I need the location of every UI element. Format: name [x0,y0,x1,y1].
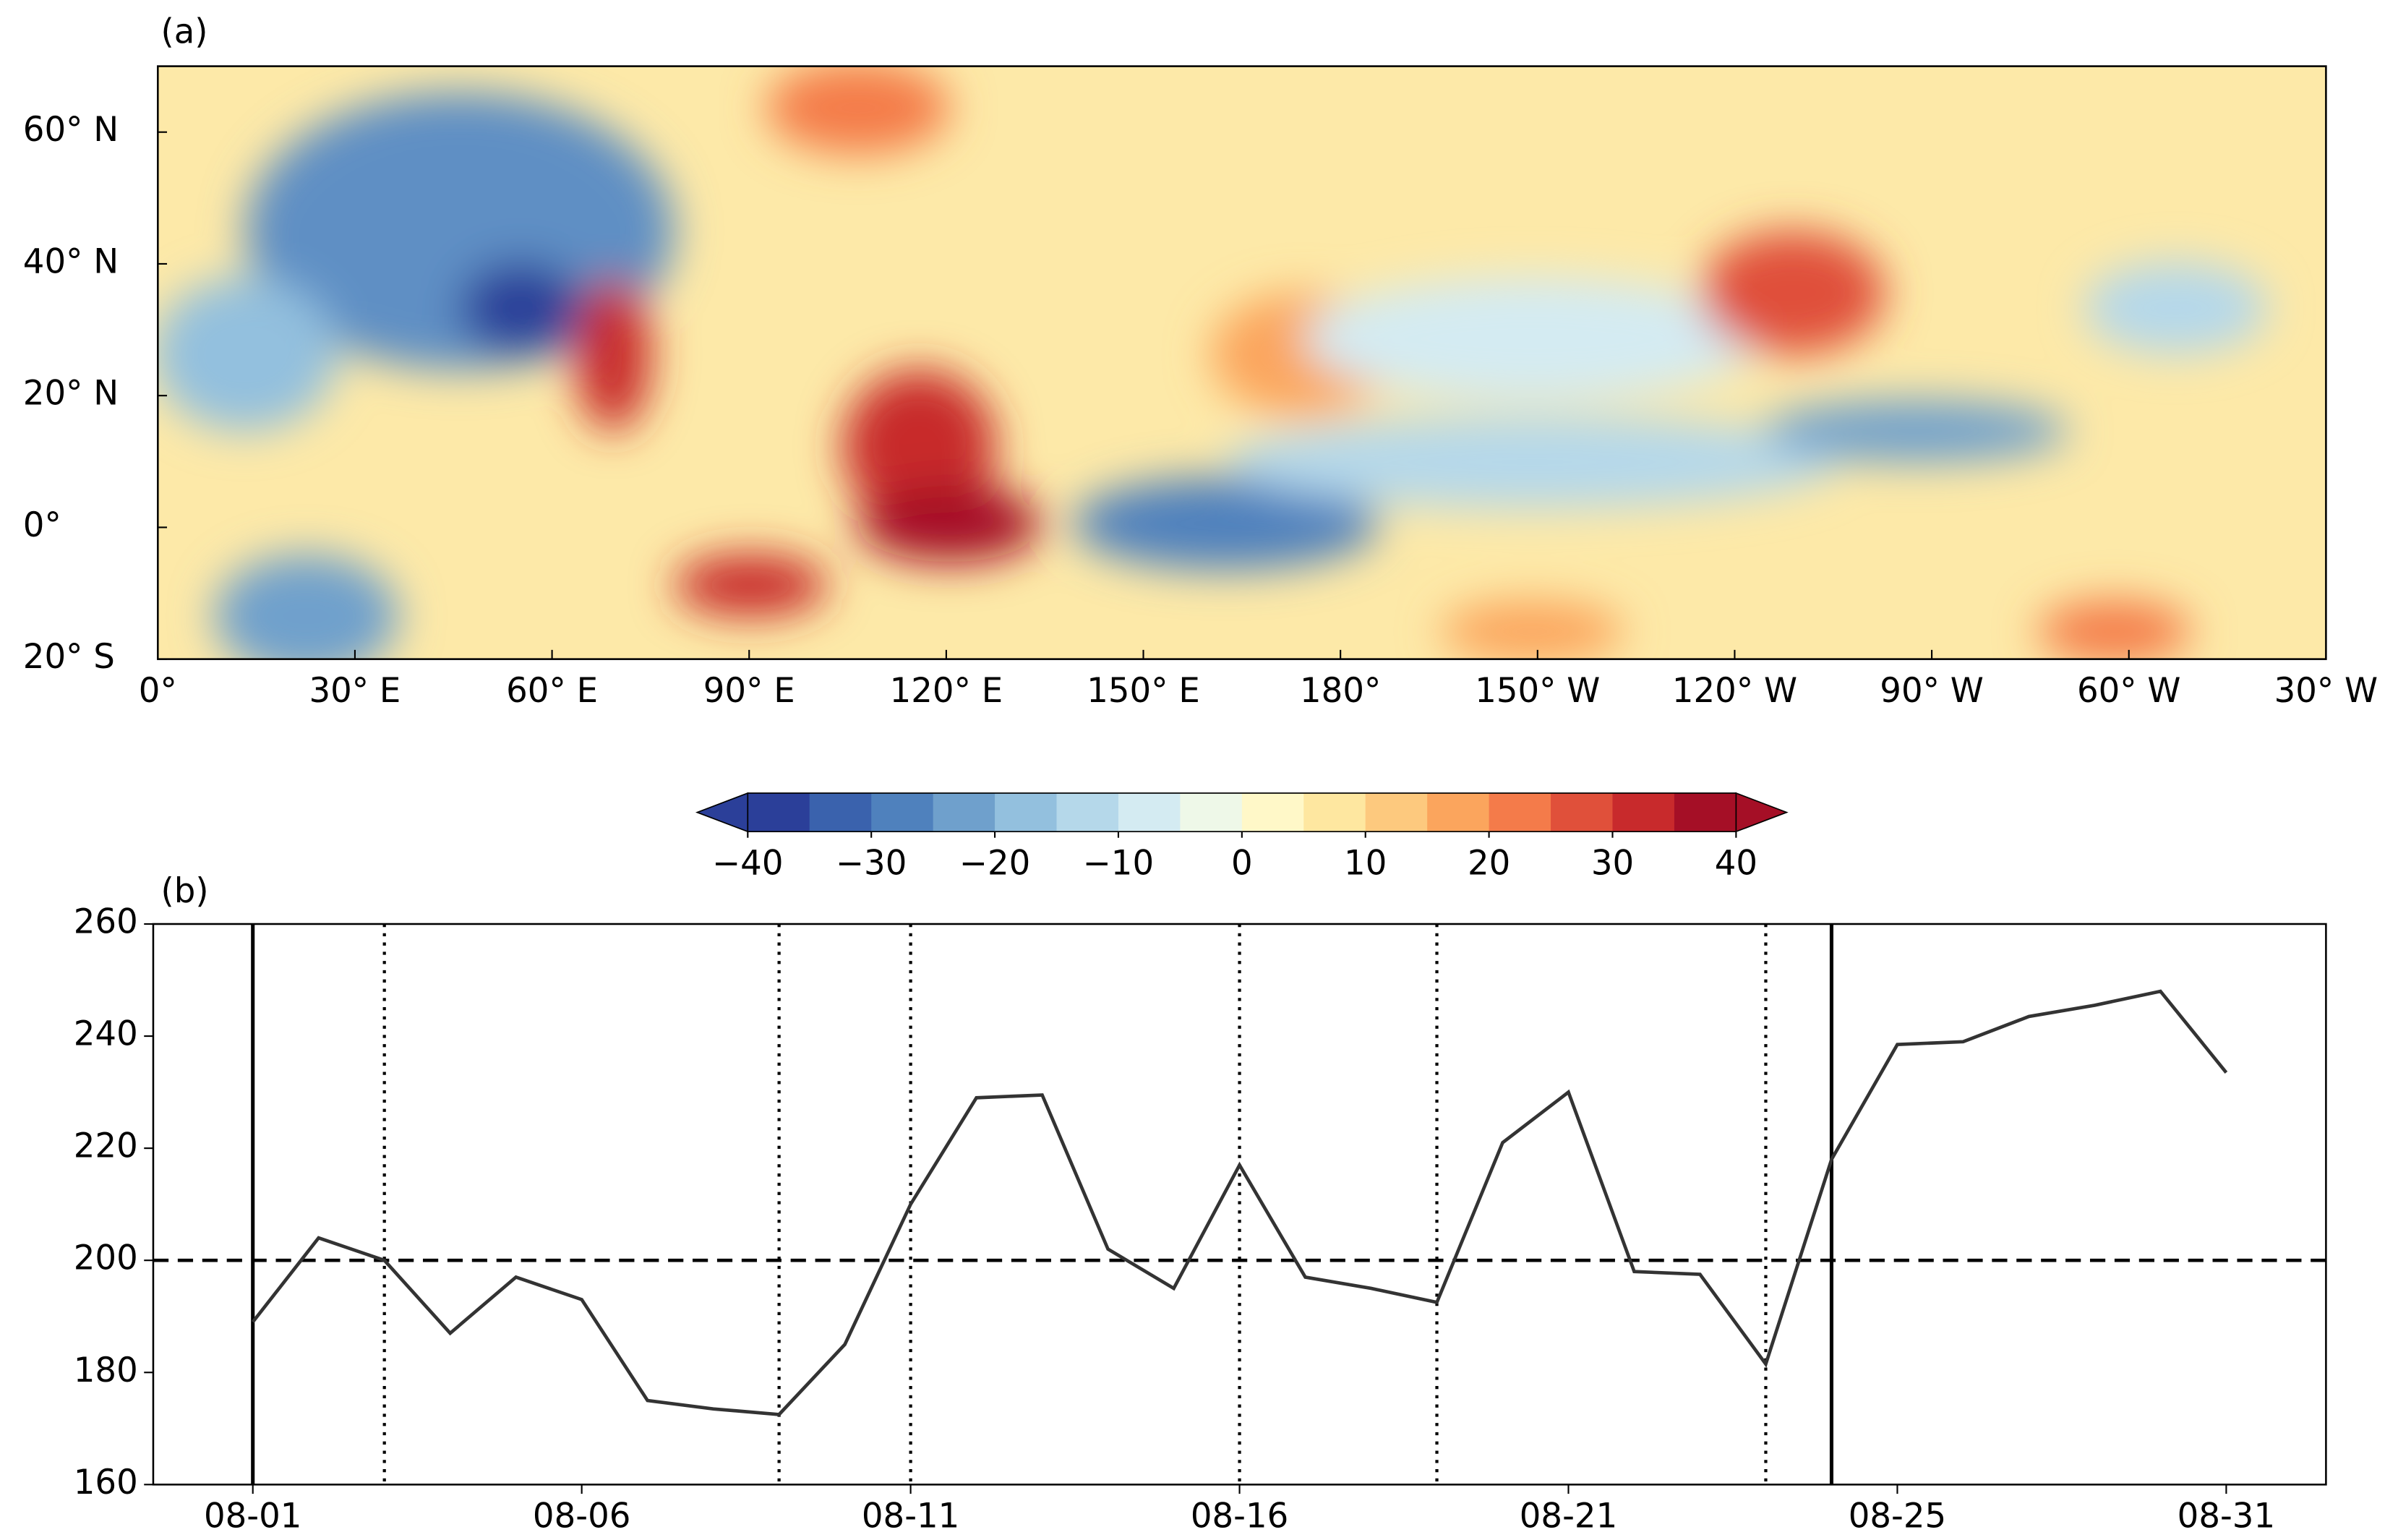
colorbar-swatch [995,792,1058,832]
y-tick-label: 240 [74,1014,138,1053]
y-tick-label: 20° N [23,375,119,414]
x-tick-label: 08-11 [862,1497,959,1536]
x-tick-label: 08-21 [1520,1497,1617,1536]
x-tick-label: 08-16 [1191,1497,1288,1536]
x-tick-label: 180° [1300,672,1381,711]
x-tick-label: 60° E [506,672,598,711]
colorbar-tick-label: −30 [836,844,907,883]
colorbar-tick-label: −10 [1083,844,1154,883]
map-field [158,66,2326,659]
y-tick-label: 260 [74,902,138,941]
x-tick-label: 30° W [2274,672,2378,711]
x-tick-label: 0° [139,672,177,711]
x-tick-label: 08-01 [204,1497,301,1536]
colorbar-tick-label: −40 [712,844,783,883]
colorbar-swatch [1303,792,1366,832]
colorbar-swatch [748,792,810,832]
x-tick-label: 90° E [703,672,795,711]
line-title: (b) [161,872,209,911]
x-tick-label: 08-06 [533,1497,630,1536]
x-tick-label: 60° W [2077,672,2181,711]
y-tick-label: 220 [74,1127,138,1166]
y-tick-label: 160 [74,1463,138,1502]
x-tick-label: 120° E [890,672,1003,711]
colorbar-tick-label: −20 [959,844,1030,883]
colorbar-swatch [1241,792,1305,832]
colorbar-extend-low [695,792,749,833]
colorbar-swatch [1612,792,1675,832]
colorbar-tick-label: 20 [1468,844,1510,883]
x-tick-label: 150° E [1087,672,1200,711]
colorbar-swatch [1180,792,1243,832]
colorbar-extend-high [1735,792,1789,833]
colorbar-swatch [933,792,996,832]
colorbar-swatch [1056,792,1120,832]
x-tick-label: 08-25 [1849,1497,1946,1536]
colorbar-swatch [1365,792,1429,832]
y-tick-label: 60° N [23,111,119,150]
y-tick-label: 0° [23,506,61,545]
y-tick-label: 40° N [23,242,119,281]
map-title: (a) [161,12,208,51]
colorbar-swatch [809,792,873,832]
colorbar-tick-label: 40 [1715,844,1757,883]
x-tick-label: 120° W [1672,672,1797,711]
colorbar-swatch [1118,792,1181,832]
colorbar-swatch [1551,792,1614,832]
x-tick-label: 90° W [1880,672,1984,711]
map-frame [157,65,2327,660]
colorbar-swatch [1489,792,1552,832]
colorbar-swatch [1674,792,1737,832]
colorbar-tick-label: 30 [1591,844,1634,883]
y-tick-label: 200 [74,1239,138,1278]
colorbar-tick-label: 10 [1344,844,1387,883]
colorbar-swatch [871,792,934,832]
y-tick-label: 180 [74,1351,138,1390]
colorbar-swatch [1427,792,1490,832]
x-tick-label: 150° W [1475,672,1600,711]
y-tick-label: 20° S [23,638,115,677]
colorbar-tick-label: 0 [1231,844,1253,883]
x-tick-label: 08-31 [2178,1497,2275,1536]
data-line [251,989,2228,1416]
x-tick-label: 30° E [309,672,401,711]
